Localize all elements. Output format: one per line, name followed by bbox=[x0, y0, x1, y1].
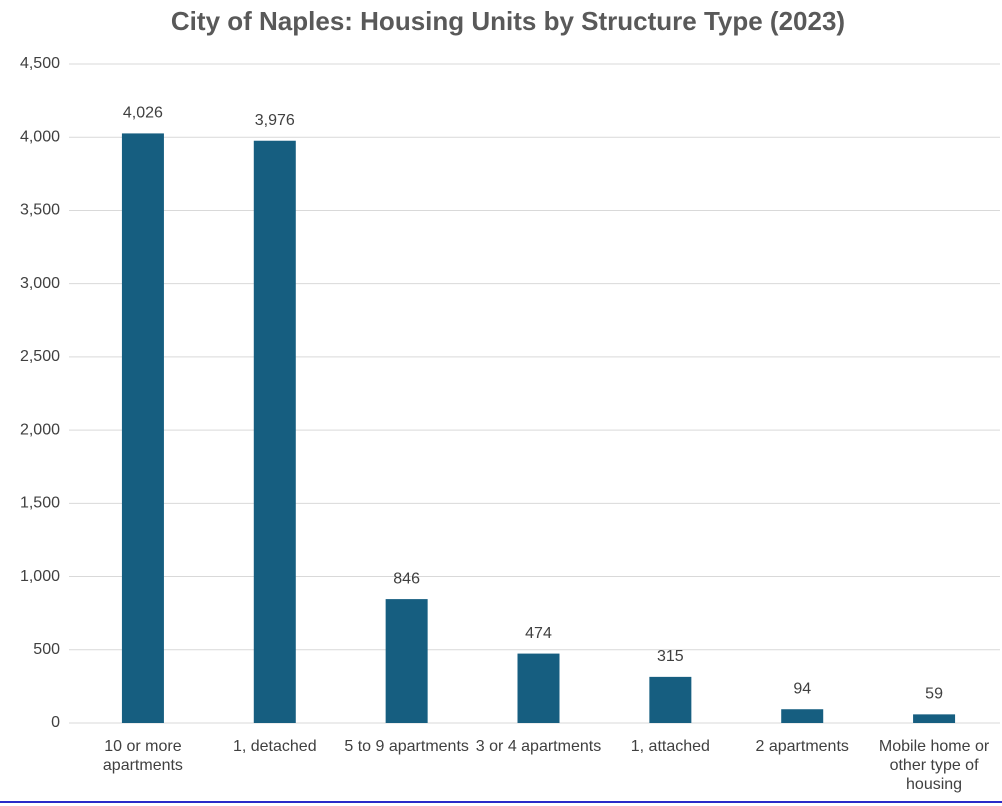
data-label: 3,976 bbox=[255, 112, 295, 129]
x-tick-label: 2 apartments bbox=[755, 738, 849, 755]
bar bbox=[253, 140, 296, 724]
x-tick-label: 1, attached bbox=[630, 738, 710, 755]
y-tick-label: 2,500 bbox=[20, 348, 60, 365]
y-tick-label: 3,500 bbox=[20, 202, 60, 219]
bar bbox=[913, 714, 956, 723]
data-label: 94 bbox=[793, 680, 811, 697]
bar bbox=[121, 133, 164, 723]
data-label: 474 bbox=[525, 625, 552, 642]
y-tick-label: 2,000 bbox=[20, 421, 60, 438]
y-tick-label: 1,500 bbox=[20, 495, 60, 512]
bar bbox=[385, 599, 428, 723]
x-tick-label: 1, detached bbox=[232, 738, 317, 755]
bar bbox=[517, 653, 560, 723]
y-tick-label: 0 bbox=[51, 714, 60, 731]
y-tick-label: 4,000 bbox=[20, 128, 60, 145]
y-tick-label: 3,000 bbox=[20, 275, 60, 292]
data-label: 315 bbox=[657, 648, 684, 665]
y-tick-label: 4,500 bbox=[20, 55, 60, 72]
data-label: 59 bbox=[925, 686, 943, 703]
bar bbox=[649, 676, 692, 723]
data-label: 846 bbox=[393, 570, 420, 587]
chart-title: City of Naples: Housing Units by Structu… bbox=[171, 6, 845, 36]
data-label: 4,026 bbox=[123, 105, 163, 122]
x-tick-label: 3 or 4 apartments bbox=[475, 738, 602, 755]
x-tick-label: Mobile home or other type of housing bbox=[878, 738, 990, 793]
x-tick-label: 10 or more apartments bbox=[102, 738, 183, 774]
y-tick-label: 1,000 bbox=[20, 568, 60, 585]
bar bbox=[781, 709, 824, 723]
x-tick-label: 5 to 9 apartments bbox=[344, 738, 469, 755]
y-tick-label: 500 bbox=[33, 641, 60, 658]
